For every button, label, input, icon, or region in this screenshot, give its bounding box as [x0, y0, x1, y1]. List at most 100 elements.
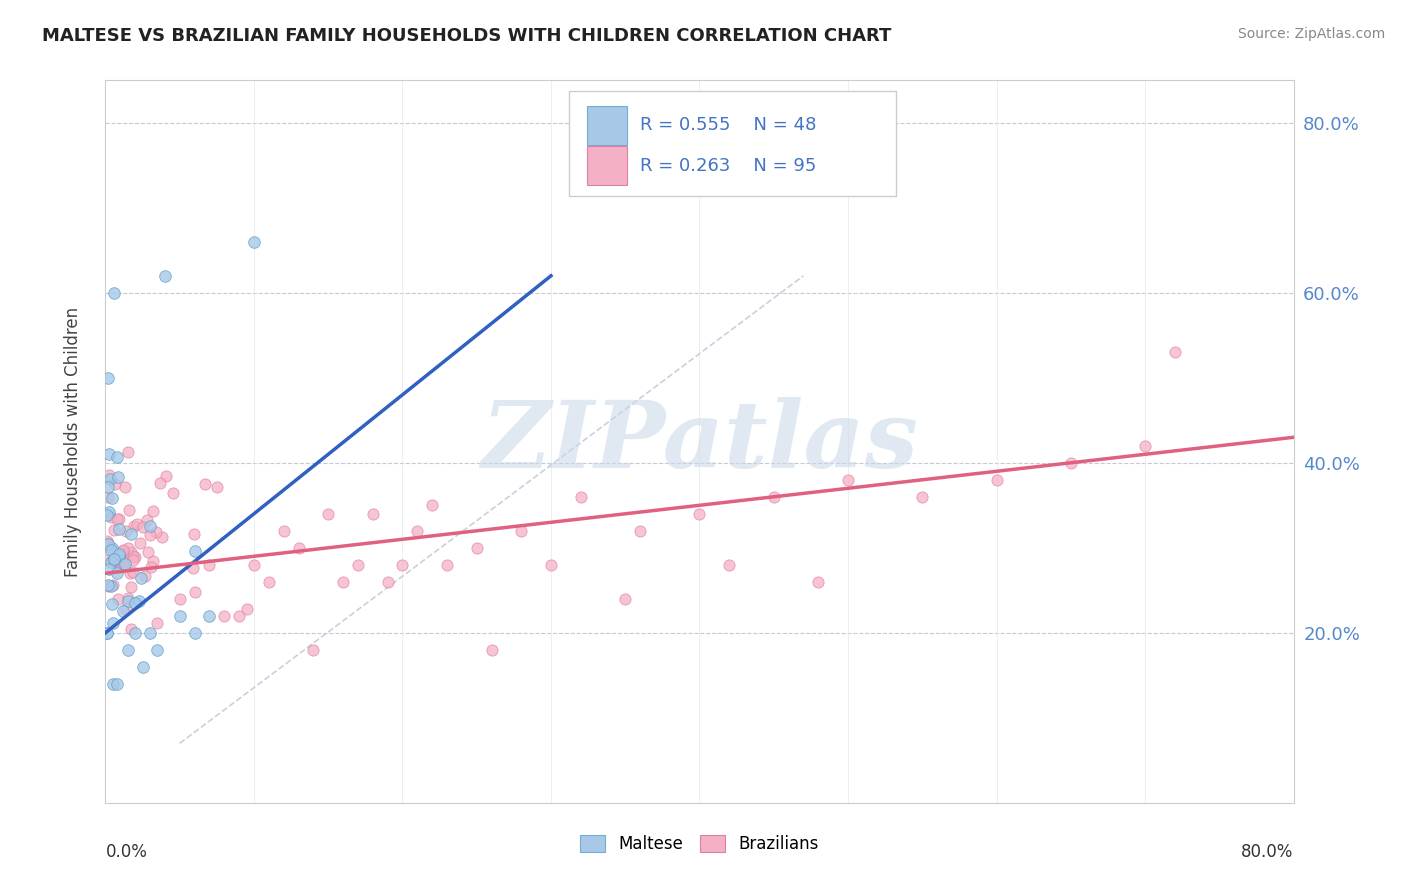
FancyBboxPatch shape	[569, 91, 896, 196]
Point	[107, 591, 129, 606]
Point	[183, 526, 205, 541]
Point	[762, 490, 785, 504]
Point	[214, 608, 236, 623]
Legend: Maltese, Brazilians: Maltese, Brazilians	[574, 828, 825, 860]
Point	[120, 580, 142, 594]
Point	[97, 536, 120, 550]
Point	[302, 642, 325, 657]
Point	[98, 472, 121, 486]
Point	[97, 371, 120, 385]
Point	[115, 602, 138, 616]
Point	[134, 569, 156, 583]
Point	[1164, 345, 1187, 359]
Text: R = 0.263    N = 95: R = 0.263 N = 95	[640, 156, 817, 175]
Point	[198, 558, 221, 572]
Point	[139, 519, 162, 533]
Point	[135, 513, 157, 527]
Point	[97, 447, 120, 461]
Point	[114, 480, 136, 494]
Point	[97, 505, 120, 519]
Point	[569, 490, 592, 504]
Point	[122, 565, 145, 579]
Point	[96, 508, 118, 522]
Point	[103, 552, 125, 566]
Point	[96, 577, 118, 591]
Point	[689, 507, 711, 521]
Point	[124, 596, 146, 610]
Point	[114, 524, 136, 538]
Point	[128, 536, 150, 550]
Point	[103, 615, 125, 630]
Point	[118, 503, 141, 517]
Point	[136, 545, 159, 559]
Point	[103, 553, 125, 567]
Point	[236, 601, 259, 615]
Point	[614, 591, 637, 606]
Point	[114, 557, 136, 571]
Point	[101, 541, 124, 555]
Point	[128, 593, 150, 607]
Point	[273, 524, 295, 538]
Point	[149, 475, 172, 490]
Point	[420, 498, 443, 512]
Point	[96, 553, 118, 567]
Point	[101, 577, 124, 591]
Point	[111, 543, 134, 558]
Point	[465, 541, 488, 555]
Point	[142, 504, 165, 518]
FancyBboxPatch shape	[586, 105, 627, 145]
Point	[117, 594, 139, 608]
Point	[105, 450, 128, 464]
Point	[141, 560, 163, 574]
Point	[540, 558, 562, 572]
Point	[107, 469, 129, 483]
Point	[510, 524, 533, 538]
Point	[131, 660, 153, 674]
Text: ZIPatlas: ZIPatlas	[481, 397, 918, 486]
Point	[105, 677, 128, 691]
Text: MALTESE VS BRAZILIAN FAMILY HOUSEHOLDS WITH CHILDREN CORRELATION CHART: MALTESE VS BRAZILIAN FAMILY HOUSEHOLDS W…	[42, 27, 891, 45]
Point	[98, 561, 121, 575]
Text: R = 0.555    N = 48: R = 0.555 N = 48	[640, 116, 817, 134]
Point	[124, 625, 146, 640]
Point	[111, 553, 134, 567]
Point	[117, 591, 139, 605]
Point	[1060, 456, 1083, 470]
Point	[316, 507, 339, 521]
Point	[100, 543, 122, 558]
Point	[183, 625, 205, 640]
Point	[122, 553, 145, 567]
Text: Source: ZipAtlas.com: Source: ZipAtlas.com	[1237, 27, 1385, 41]
Point	[129, 571, 152, 585]
Point	[120, 545, 142, 559]
Point	[361, 507, 384, 521]
Point	[97, 579, 120, 593]
Point	[103, 552, 125, 566]
Point	[122, 519, 145, 533]
Point	[100, 555, 122, 569]
Point	[108, 512, 131, 526]
Point	[117, 642, 139, 657]
Point	[108, 549, 131, 564]
Point	[111, 604, 134, 618]
Point	[628, 524, 651, 538]
Point	[183, 561, 205, 575]
Point	[100, 509, 122, 524]
Point	[105, 566, 128, 580]
Point	[100, 579, 122, 593]
Point	[97, 480, 120, 494]
Point	[101, 598, 124, 612]
Point	[146, 642, 169, 657]
Point	[145, 524, 167, 539]
Point	[108, 522, 131, 536]
Point	[112, 557, 135, 571]
Point	[103, 523, 125, 537]
Y-axis label: Family Households with Children: Family Households with Children	[63, 307, 82, 576]
Point	[142, 554, 165, 568]
FancyBboxPatch shape	[586, 146, 627, 185]
Point	[96, 625, 118, 640]
Point	[120, 622, 142, 636]
Point	[138, 528, 160, 542]
Point	[105, 557, 128, 571]
Point	[146, 616, 169, 631]
